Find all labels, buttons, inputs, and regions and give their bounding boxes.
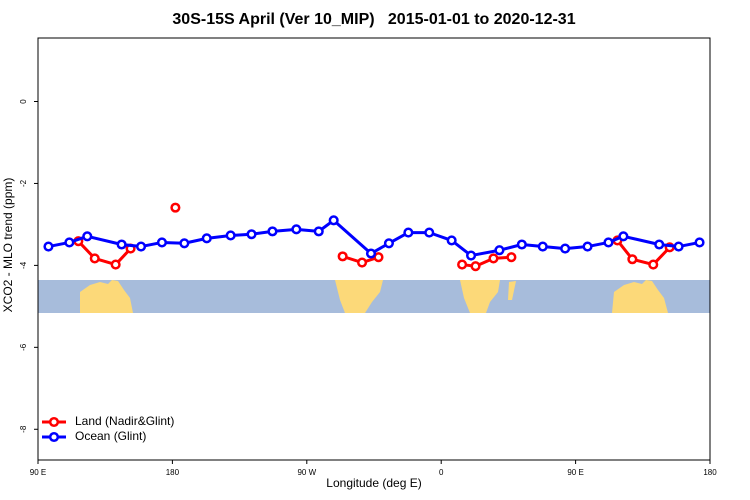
- data-point: [82, 231, 93, 242]
- map-land: [335, 280, 383, 313]
- y-axis-label: XCO2 - MLO trend (ppm): [1, 178, 15, 313]
- data-point: [179, 238, 190, 249]
- y-tick-label: -2: [19, 179, 28, 187]
- map-land: [612, 280, 668, 313]
- data-point: [313, 226, 324, 237]
- chart-title: 30S-15S April (Ver 10_MIP) 2015-01-01 to…: [172, 11, 575, 28]
- x-tick-label: 180: [166, 468, 180, 477]
- y-tick-label: -4: [19, 261, 28, 269]
- data-point: [383, 238, 394, 249]
- data-point: [560, 243, 571, 254]
- data-point: [403, 227, 414, 238]
- data-point: [170, 202, 181, 213]
- map-band: [38, 280, 710, 313]
- x-tick-label: 0: [439, 468, 444, 477]
- map-land: [80, 280, 133, 313]
- legend-label: Ocean (Glint): [75, 429, 146, 443]
- data-point: [488, 253, 499, 264]
- data-point: [267, 226, 278, 237]
- legend-label: Land (Nadir&Glint): [75, 414, 174, 428]
- data-point: [337, 251, 348, 262]
- data-point: [246, 229, 257, 240]
- data-point: [648, 259, 659, 270]
- data-point: [694, 237, 705, 248]
- data-point: [116, 239, 127, 250]
- y-tick-label: -6: [19, 343, 28, 351]
- map-land: [508, 281, 516, 300]
- data-point: [357, 257, 368, 268]
- data-point: [603, 237, 614, 248]
- data-point: [424, 227, 435, 238]
- data-point: [582, 241, 593, 252]
- legend-marker: [48, 431, 60, 443]
- x-tick-label: 90 E: [30, 468, 46, 477]
- y-tick-label: 0: [19, 99, 28, 104]
- x-tick-label: 90 W: [297, 468, 316, 477]
- data-point: [110, 259, 121, 270]
- data-point: [156, 237, 167, 248]
- data-point: [466, 250, 477, 261]
- data-point: [291, 224, 302, 235]
- data-point: [446, 235, 457, 246]
- data-point: [201, 233, 212, 244]
- data-point: [89, 253, 100, 264]
- data-point: [373, 252, 384, 263]
- x-tick-label: 180: [703, 468, 717, 477]
- legend-marker: [48, 416, 60, 428]
- data-point: [654, 239, 665, 250]
- data-point: [673, 241, 684, 252]
- data-point: [494, 245, 505, 256]
- x-tick-label: 90 E: [567, 468, 583, 477]
- data-point: [43, 241, 54, 252]
- plot-frame: [37, 37, 711, 461]
- data-point: [457, 259, 468, 270]
- data-point: [225, 230, 236, 241]
- data-point: [328, 215, 339, 226]
- map-land: [460, 280, 500, 313]
- y-tick-label: -8: [19, 425, 28, 433]
- data-point: [618, 231, 629, 242]
- data-point: [135, 241, 147, 252]
- data-point: [506, 252, 517, 263]
- data-point: [470, 261, 481, 272]
- data-point: [365, 248, 377, 259]
- data-point: [537, 241, 548, 252]
- x-axis-label: Longitude (deg E): [326, 476, 421, 490]
- data-point: [627, 254, 638, 265]
- data-point: [64, 237, 75, 248]
- data-point: [516, 239, 527, 250]
